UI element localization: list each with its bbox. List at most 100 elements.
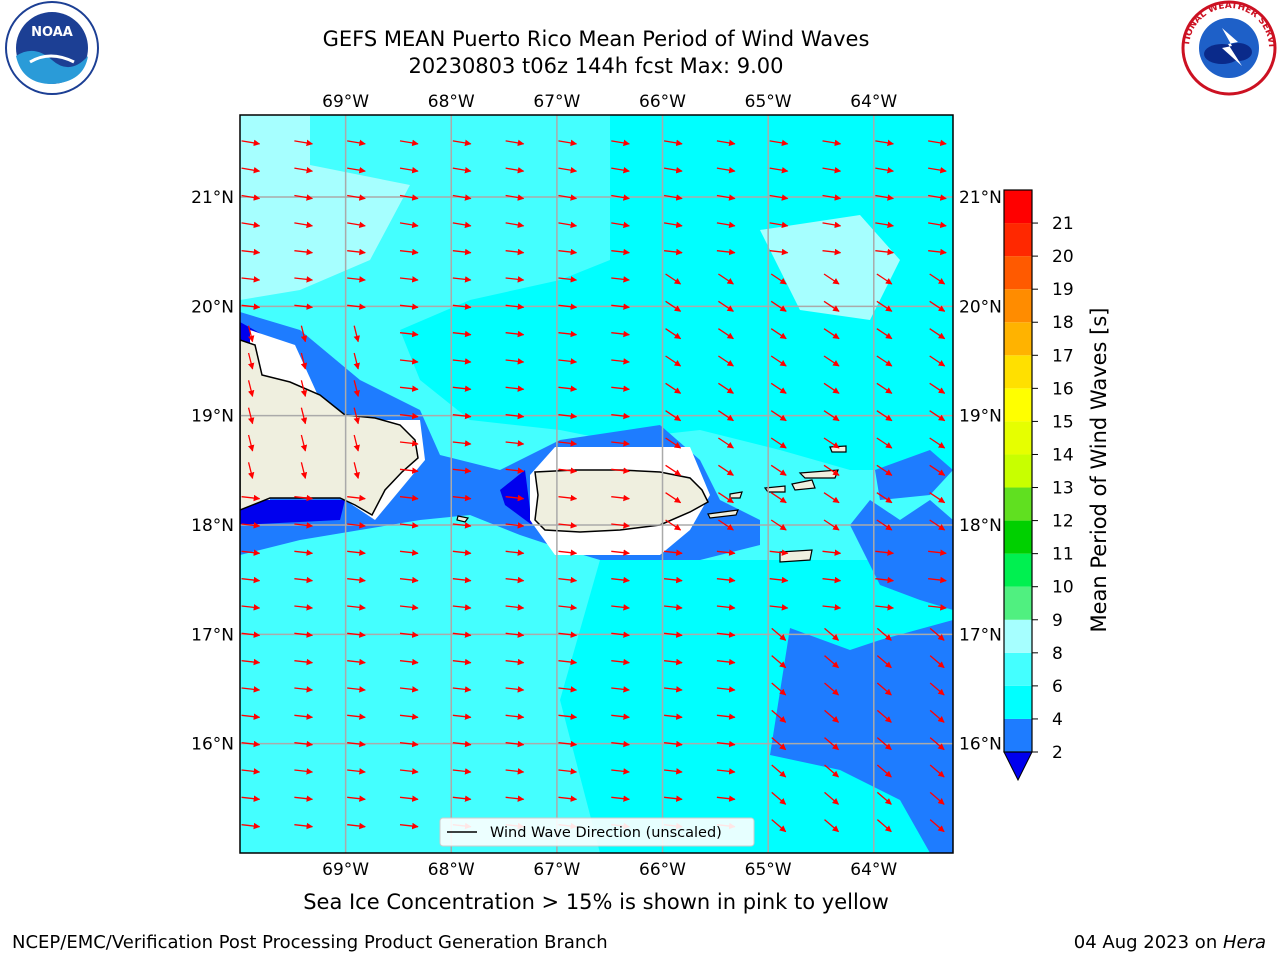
wind-wave-arrow-346: [771, 791, 787, 805]
wind-wave-arrow-186: [452, 494, 472, 502]
wind-wave-arrow-40: [875, 194, 894, 201]
wind-wave-arrow-135: [718, 382, 734, 394]
wind-wave-arrow-158: [452, 440, 472, 447]
wind-wave-arrow-187: [505, 494, 525, 502]
wind-wave-arrow-239: [294, 604, 314, 611]
wind-wave-arrow-143: [399, 412, 419, 420]
wind-wave-arrow-0: [241, 139, 261, 147]
wind-wave-arrow-98: [247, 325, 255, 343]
wind-wave-arrow-228: [452, 576, 472, 584]
lon-tick-label-bottom-3: 66°W: [639, 860, 686, 880]
period-fill-4-6-south: [560, 560, 953, 853]
wind-wave-arrow-137: [823, 382, 840, 394]
colorbar: 2 4 6 8 9 10 11 12 13 14 15 16 17 18 19 20 21: [1003, 189, 1074, 782]
wind-wave-arrow-202: [558, 522, 578, 529]
wind-wave-arrow-230: [558, 576, 578, 584]
wind-wave-arrow-35: [611, 194, 630, 201]
wind-wave-arrow-21: [611, 166, 630, 174]
wind-wave-arrow-54: [875, 221, 894, 229]
lon-tick-label-bottom-1: 68°W: [428, 860, 475, 880]
wind-wave-arrow-214: [452, 549, 472, 556]
wind-wave-arrow-332: [771, 764, 787, 778]
wind-wave-arrow-32: [452, 194, 472, 201]
lon-tick-label-bottom-5: 64°W: [850, 860, 897, 880]
wind-wave-arrow-331: [716, 768, 736, 775]
wind-wave-arrow-236: [875, 576, 894, 584]
wind-wave-arrow-141: [300, 407, 308, 425]
wind-wave-arrow-77: [611, 276, 630, 283]
wind-wave-arrow-128: [353, 380, 360, 397]
wind-wave-arrow-61: [505, 248, 525, 256]
wind-wave-arrow-86: [347, 303, 366, 310]
wind-wave-arrow-117: [505, 358, 525, 365]
wind-wave-arrow-199: [399, 522, 419, 529]
wind-wave-arrow-160: [558, 440, 578, 447]
wind-wave-arrow-170: [353, 462, 360, 479]
wind-wave-arrow-224: [241, 576, 261, 584]
period-fill-8-9-northeast: [760, 215, 900, 320]
lat-tick-label-left-5: 16°N: [191, 735, 234, 755]
colorbar-tick-label-13: 18: [1052, 313, 1074, 333]
wind-wave-arrow-243: [505, 604, 525, 611]
wind-wave-arrow-327: [505, 768, 525, 775]
wind-wave-arrow-110: [876, 328, 893, 340]
wind-wave-arrow-138: [876, 382, 893, 394]
wind-wave-arrow-3: [399, 139, 419, 147]
wind-wave-arrow-106: [665, 328, 682, 340]
map-legend: Wind Wave Direction (unscaled): [439, 817, 755, 847]
wind-wave-arrow-251: [928, 604, 947, 611]
wind-wave-arrow-222: [875, 549, 894, 556]
wind-wave-arrow-341: [505, 795, 525, 802]
wind-wave-arrow-306: [876, 709, 892, 723]
wind-wave-arrow-248: [769, 604, 789, 611]
wind-wave-arrow-108: [770, 328, 787, 340]
st-john-island: [791, 479, 816, 491]
wind-wave-arrow-233: [716, 576, 736, 584]
wind-wave-arrow-104: [558, 330, 578, 338]
wind-wave-arrow-254: [347, 631, 366, 638]
colorbar-tick-label-14: 19: [1052, 280, 1074, 300]
wind-wave-arrow-145: [505, 412, 525, 420]
wind-wave-arrow-235: [822, 576, 842, 584]
wind-wave-arrow-273: [611, 658, 630, 666]
wind-wave-arrow-351: [294, 822, 314, 830]
lat-tick-label-right-3: 18°N: [959, 516, 1002, 536]
colorbar-tick-label-6: 11: [1052, 545, 1074, 565]
wind-wave-arrow-154: [247, 434, 255, 452]
wind-wave-arrow-83: [929, 273, 946, 285]
wind-wave-arrow-112: [247, 352, 255, 370]
wind-wave-arrow-84: [241, 303, 261, 310]
wind-wave-arrow-72: [347, 276, 366, 283]
wind-wave-arrow-275: [716, 658, 736, 666]
footer-run-date: 04 Aug 2023 on Hera: [1074, 932, 1266, 953]
wind-wave-arrow-209: [929, 519, 946, 531]
lon-tick-label-top-2: 67°W: [533, 92, 580, 112]
colorbar-tick-label-15: 20: [1052, 247, 1074, 267]
wind-wave-arrow-10: [769, 139, 789, 147]
colorbar-bin-10: [1004, 388, 1032, 422]
wind-wave-arrow-301: [611, 713, 630, 720]
wind-wave-arrow-264: [876, 627, 892, 641]
wind-wave-arrow-1: [294, 139, 314, 147]
vieques-island: [707, 509, 739, 519]
wind-wave-arrow-33: [505, 194, 525, 201]
wind-wave-arrow-28: [241, 194, 261, 201]
colorbar-bin-15: [1004, 223, 1032, 257]
wind-wave-arrow-238: [241, 604, 261, 611]
footer-credit: NCEP/EMC/Verification Post Processing Pr…: [12, 932, 608, 953]
wind-wave-arrow-287: [611, 686, 630, 693]
colorbar-bin-1: [1004, 685, 1032, 719]
legend-box: [439, 817, 755, 847]
wind-wave-arrow-156: [353, 434, 360, 452]
wind-wave-arrow-71: [294, 276, 314, 283]
period-fill-8-9-northwest: [240, 115, 410, 300]
lon-tick-label-bottom-2: 67°W: [533, 860, 580, 880]
wind-wave-direction-arrows: [241, 139, 947, 833]
wind-wave-arrow-20: [558, 166, 578, 174]
wind-wave-arrow-278: [876, 655, 892, 669]
axis-ticks: 69°W 69°W 68°W 68°W 67°W 67°W 66°W 66°W 65°W 65°W…: [191, 92, 1002, 880]
wind-wave-arrow-182: [241, 494, 261, 502]
wind-wave-arrow-336: [241, 795, 261, 802]
wind-wave-arrow-257: [505, 631, 525, 638]
wind-wave-arrow-261: [716, 631, 736, 638]
